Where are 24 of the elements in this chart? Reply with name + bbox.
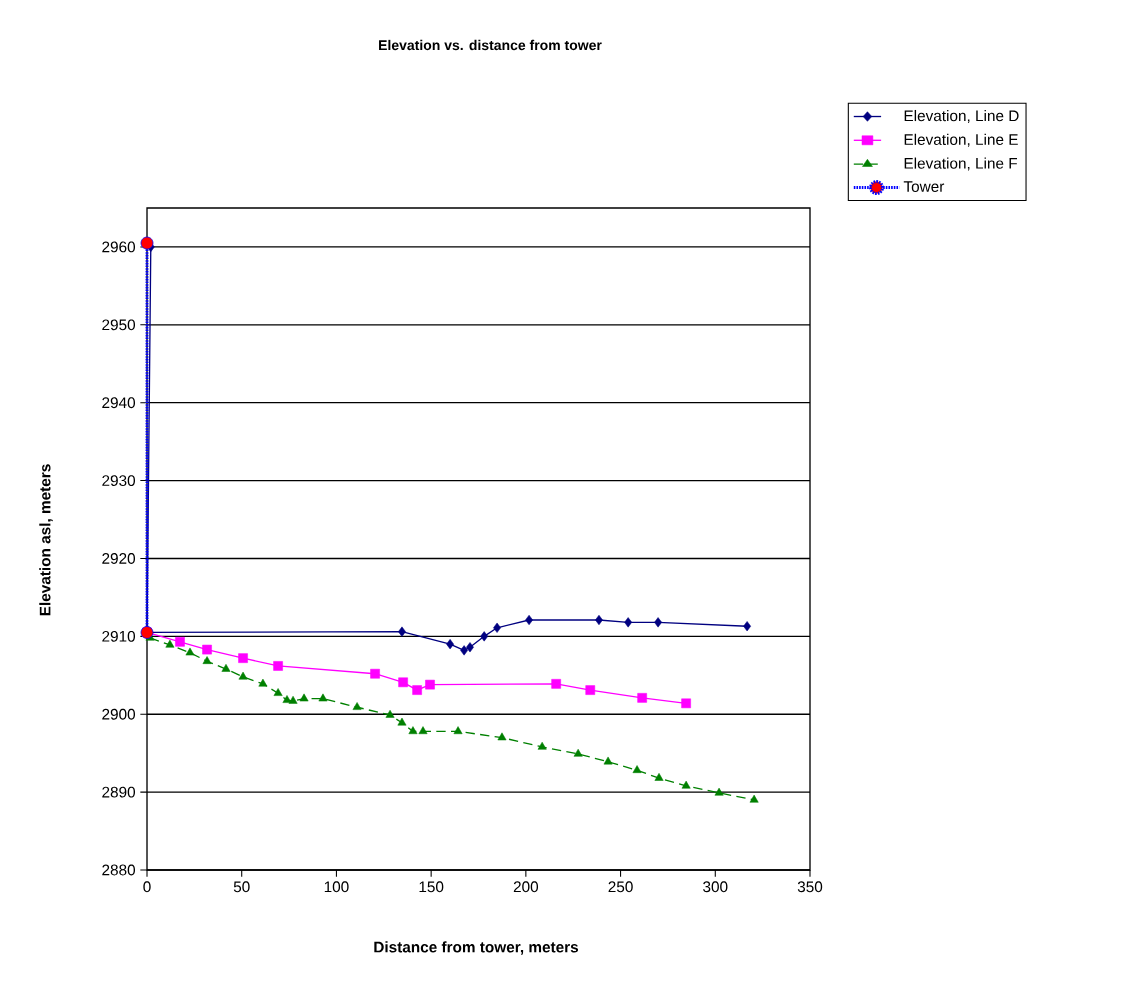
x-tick-label: 50 <box>233 881 250 893</box>
y-tick-label: 2940 <box>102 397 136 409</box>
y-tick-label: 2950 <box>102 319 136 331</box>
x-tick-label: 350 <box>797 881 823 893</box>
y-tick-label: 2900 <box>102 708 136 720</box>
x-tick-label: 100 <box>324 881 349 893</box>
x-tick-label: 150 <box>419 881 444 893</box>
y-axis-title: Elevation asl, meters <box>39 464 53 616</box>
y-tick-label: 2910 <box>102 630 136 642</box>
y-tick-label: 2930 <box>102 475 136 487</box>
x-tick-label: 300 <box>703 881 728 893</box>
y-tick-label: 2890 <box>102 786 136 798</box>
legend-label: Elevation, Line E <box>904 133 1018 147</box>
x-axis-title: Distance from tower, meters <box>374 941 579 955</box>
y-tick-label: 2960 <box>102 241 136 253</box>
x-tick-label: 0 <box>143 881 151 893</box>
legend-label: Elevation, Line D <box>904 109 1019 124</box>
x-tick-label: 200 <box>513 881 539 893</box>
x-tick-label: 250 <box>608 881 633 893</box>
y-tick-label: 2880 <box>102 864 136 876</box>
legend-label: Tower <box>903 181 945 192</box>
chart-title: Elevation vs. distance from tower <box>379 39 602 51</box>
legend-label: Elevation, Line F <box>904 157 1017 171</box>
y-tick-label: 2920 <box>102 553 136 564</box>
